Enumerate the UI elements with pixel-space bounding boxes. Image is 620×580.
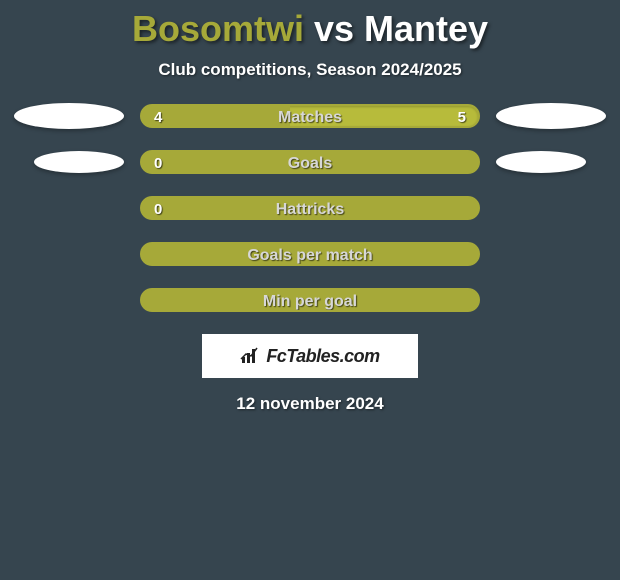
date-text: 12 november 2024 [0, 394, 620, 414]
stat-left-value: 4 [154, 106, 162, 128]
stat-bar: Goals per match [140, 242, 480, 266]
bar-chart-icon [240, 347, 262, 365]
stat-left-value: 0 [154, 198, 162, 220]
stat-label: Hattricks [142, 198, 478, 220]
stat-label: Goals [142, 152, 478, 174]
stat-left-value: 0 [154, 152, 162, 174]
title-left: Bosomtwi [132, 8, 304, 49]
stat-bar: Matches4 5 [140, 104, 480, 128]
brand-text: FcTables.com [266, 346, 379, 367]
stat-right-value: 5 [458, 106, 466, 128]
right-ellipse [496, 151, 586, 173]
stat-row: Goals per match [0, 242, 620, 266]
left-ellipse [14, 103, 124, 129]
stat-bar: Hattricks0 [140, 196, 480, 220]
stat-label: Goals per match [142, 244, 478, 266]
stat-label: Min per goal [142, 290, 478, 312]
subtitle: Club competitions, Season 2024/2025 [0, 60, 620, 80]
right-ellipse [496, 103, 606, 129]
stat-label: Matches [142, 106, 478, 128]
stat-row: Min per goal [0, 288, 620, 312]
page-title: Bosomtwi vs Mantey [0, 0, 620, 50]
title-vs: vs [304, 8, 364, 49]
brand-box: FcTables.com [202, 334, 418, 378]
title-right: Mantey [364, 8, 488, 49]
stats-container: Matches45Goals0Hattricks0Goals per match… [0, 104, 620, 312]
stat-row: Goals0 [0, 150, 620, 174]
stat-row: Hattricks0 [0, 196, 620, 220]
stat-bar: Goals0 [140, 150, 480, 174]
stat-row: Matches4 5 [0, 104, 620, 128]
stat-bar: Min per goal [140, 288, 480, 312]
left-ellipse [34, 151, 124, 173]
